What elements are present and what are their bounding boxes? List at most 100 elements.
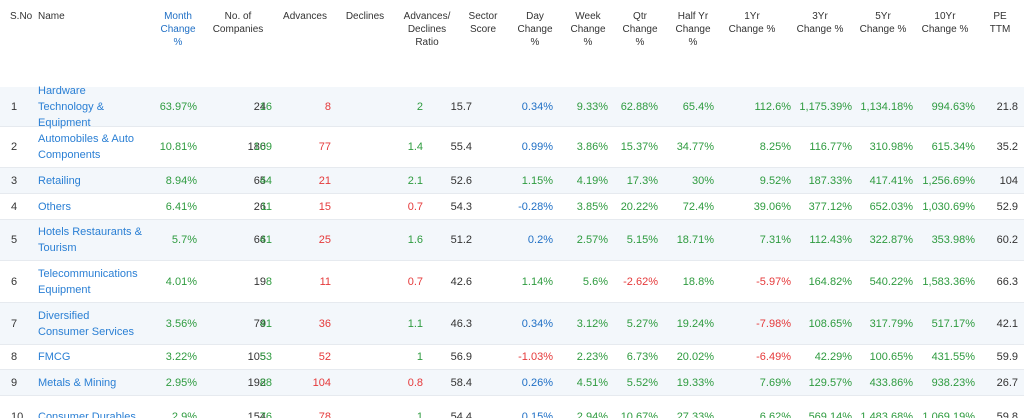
column-header[interactable]: 10Yr Change % — [921, 11, 969, 35]
cell-value: 104 — [999, 174, 1018, 187]
cell-value: -2.62% — [623, 275, 658, 288]
table-row: 1 Hardware Technology & Equipment 63.97% 24… — [0, 85, 1024, 129]
cell-value: -5.97% — [756, 275, 791, 288]
cell-value: 27.33% — [676, 410, 714, 418]
column-header[interactable]: 1Yr Change % — [728, 11, 776, 35]
cell-value: 18.71% — [676, 234, 714, 246]
cell-value: -6.49% — [756, 351, 791, 363]
column-header[interactable]: Half Yr Change % — [675, 11, 711, 48]
cell-value: 24 — [253, 100, 266, 113]
cell-value: 10.67% — [620, 410, 658, 418]
sector-name[interactable]: Consumer Durables — [38, 410, 136, 418]
cell-value: 35.2 — [996, 141, 1018, 153]
cell-value: 431.55% — [931, 351, 975, 363]
sector-name[interactable]: FMCG — [38, 351, 71, 363]
cell-value: 42.29% — [814, 351, 852, 363]
cell-value: 76 — [259, 410, 272, 418]
cell-value: 63.97% — [159, 100, 197, 113]
sector-name[interactable]: Hardware Technology & Equipment — [38, 84, 105, 129]
column-header[interactable]: PE TTM — [989, 11, 1011, 35]
cell-value: 20.22% — [620, 200, 658, 213]
sector-name[interactable]: Hotels Restaurants & Tourism — [38, 226, 142, 254]
cell-value: 1.1 — [407, 317, 423, 330]
table-row: 2 Automobiles & Auto Components 10.81% 186 1… — [0, 127, 1024, 168]
cell-value: 1,134.18% — [860, 100, 913, 113]
column-header[interactable]: 5Yr Change % — [859, 11, 907, 35]
cell-value: 4.19% — [576, 174, 608, 187]
cell-value: 112.43% — [809, 234, 852, 246]
cell-value: 8.25% — [759, 141, 791, 153]
table-row: 3 Retailing 8.94% 65 44 21 2.1 52.6 1.15% 4.19% 17… — [0, 168, 1024, 194]
column-header[interactable]: No. of Companies — [212, 11, 264, 35]
column-header[interactable]: Sector Score — [468, 11, 498, 35]
cell-value: 8.94% — [165, 174, 197, 187]
cell-value: 8 — [324, 100, 331, 113]
cell-value: 164.82% — [808, 275, 852, 288]
cell-value: 58.4 — [450, 376, 472, 389]
cell-value: 433.86% — [869, 376, 913, 389]
cell-value: 25 — [318, 234, 331, 246]
cell-value: 9.52% — [759, 174, 791, 187]
cell-value: 11 — [260, 200, 272, 213]
cell-value: 1.6 — [407, 234, 423, 246]
cell-value: 19.24% — [676, 317, 714, 330]
column-header[interactable]: Declines — [345, 11, 385, 22]
column-header[interactable]: Day Change % — [517, 11, 553, 48]
column-header[interactable]: 3Yr Change % — [796, 11, 844, 35]
cell-value: 88 — [259, 376, 272, 389]
column-header[interactable]: Month Change % — [160, 11, 196, 48]
cell-value: 2.9% — [171, 410, 197, 418]
cell-value: 2.95% — [165, 376, 197, 389]
column-header[interactable]: Advances — [283, 11, 327, 22]
cell-value: 59.9 — [996, 351, 1018, 363]
sector-name[interactable]: Telecommunications Equipment — [38, 267, 138, 296]
cell-value: 2.23% — [576, 351, 608, 363]
cell-value: 0.7 — [407, 200, 423, 213]
column-header[interactable]: S.No — [10, 11, 33, 22]
cell-value: 417.41% — [869, 174, 913, 187]
column-header[interactable]: Name — [38, 11, 65, 22]
cell-value: 129.57% — [808, 376, 852, 389]
cell-value: 187.33% — [808, 174, 852, 187]
cell-value: 10.81% — [159, 141, 197, 153]
sector-name[interactable]: Diversified Consumer Services — [38, 309, 134, 338]
cell-value: 52.6 — [450, 174, 472, 187]
sector-name[interactable]: Automobiles & Auto Components — [38, 133, 135, 161]
cell-value: 65 — [253, 174, 266, 187]
cell-value: 26.7 — [996, 376, 1018, 389]
cell-value: 7.31% — [759, 234, 791, 246]
column-header[interactable]: Qtr Change % — [622, 11, 658, 48]
serial-number: 1 — [11, 100, 18, 113]
cell-value: 60.2 — [996, 234, 1018, 246]
serial-number: 8 — [11, 351, 18, 363]
cell-value: 4.01% — [165, 275, 197, 288]
cell-value: 34.77% — [676, 141, 714, 153]
cell-value: 0.34% — [521, 317, 553, 330]
cell-value: 51.2 — [450, 234, 472, 246]
cell-value: 154 — [247, 410, 266, 418]
serial-number: 3 — [11, 174, 18, 187]
cell-value: 3.12% — [576, 317, 608, 330]
cell-value: 652.03% — [869, 200, 913, 213]
cell-value: 108.65% — [808, 317, 852, 330]
serial-number: 2 — [11, 141, 18, 153]
cell-value: 56.9 — [450, 351, 472, 363]
cell-value: 1 — [416, 351, 423, 363]
cell-value: 62.88% — [620, 100, 658, 113]
column-header[interactable]: Week Change % — [570, 11, 606, 48]
cell-value: 41 — [259, 234, 272, 246]
cell-value: 5.52% — [626, 376, 658, 389]
sector-name[interactable]: Metals & Mining — [38, 376, 117, 389]
cell-value: 79 — [253, 317, 266, 330]
cell-value: 6.73% — [626, 351, 658, 363]
cell-value: 8 — [265, 275, 272, 288]
sector-name[interactable]: Retailing — [38, 174, 81, 187]
cell-value: 0.7 — [407, 275, 423, 288]
cell-value: 17.3% — [626, 174, 658, 187]
cell-value: 6.41% — [165, 200, 197, 213]
cell-value: 615.34% — [931, 141, 975, 153]
column-header[interactable]: Advances/ Declines Ratio — [403, 11, 451, 48]
sector-name[interactable]: Others — [38, 200, 72, 213]
cell-value: 19.33% — [676, 376, 714, 389]
cell-value: -1.03% — [518, 351, 553, 363]
